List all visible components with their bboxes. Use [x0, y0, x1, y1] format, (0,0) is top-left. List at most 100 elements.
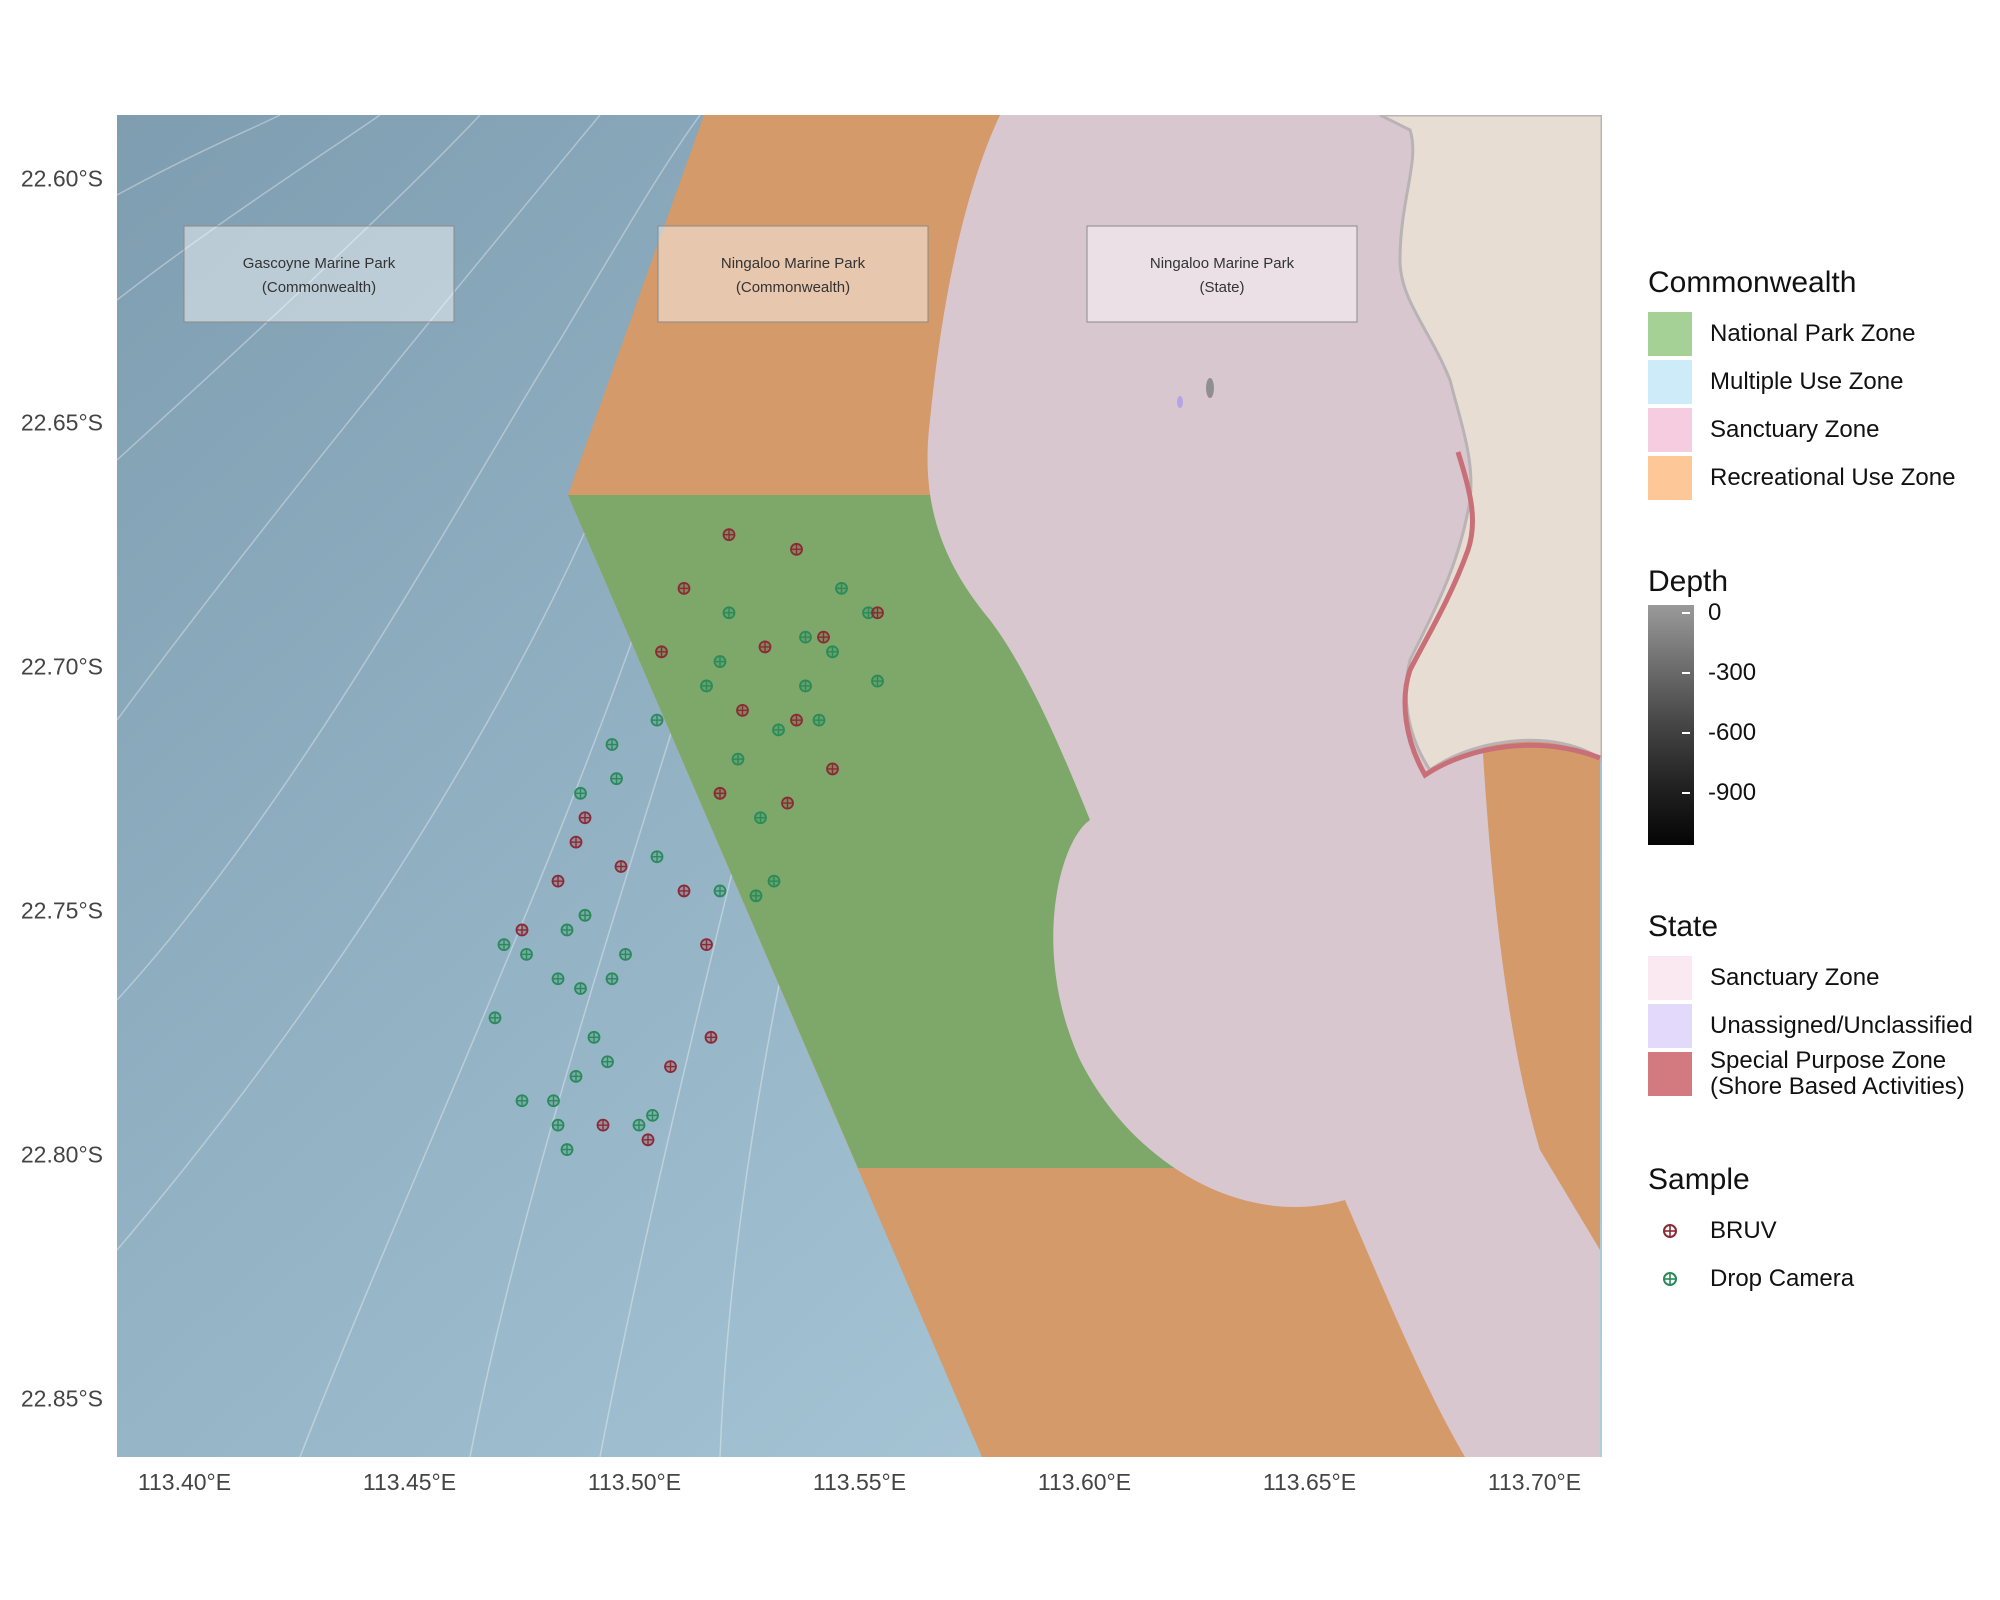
drop-camera-point — [610, 772, 623, 786]
legend-item: Recreational Use Zone — [1648, 454, 1955, 502]
legend-depth: Depth 0 -300 -600 -900 — [1648, 565, 1814, 845]
depth-tick: -600 — [1682, 720, 1756, 746]
drop-camera-point — [713, 655, 727, 668]
drop-camera-point — [731, 752, 745, 766]
bruv-point — [758, 640, 772, 654]
park-label-line: Ningaloo Marine Park — [1150, 255, 1295, 272]
bruv-point — [736, 703, 749, 717]
drop-camera-point — [574, 786, 587, 800]
land-coastline — [1379, 115, 1602, 773]
legend-commonwealth: Commonwealth National Park Zone Multiple … — [1648, 266, 1955, 502]
drop-camera-point — [713, 884, 727, 898]
legend-label: Sanctuary Zone — [1710, 964, 1880, 991]
drop-camera-point — [862, 606, 875, 620]
drop-camera-point — [578, 908, 592, 922]
bruv-point — [790, 542, 803, 556]
legend-item: Sanctuary Zone — [1648, 406, 1955, 454]
drop-camera-point — [551, 1118, 565, 1132]
legend-item: Unassigned/Unclassified — [1648, 1002, 1973, 1050]
legend-sample: Sample BRUV Drop Camera — [1648, 1163, 1854, 1303]
legend-swatch — [1648, 956, 1692, 1000]
unassigned-feature — [1177, 396, 1183, 408]
drop-camera-point — [515, 1094, 529, 1108]
drop-camera-point — [646, 1109, 659, 1122]
drop-camera-point — [767, 874, 781, 888]
legend-swatch — [1648, 1052, 1692, 1096]
drop-camera-point — [569, 1069, 583, 1083]
legend-label: National Park Zone — [1710, 320, 1916, 347]
legend-swatch — [1648, 456, 1692, 500]
bruv-point — [569, 835, 583, 849]
bruv-point — [700, 938, 713, 951]
x-tick-label: 113.40°E — [138, 1469, 231, 1495]
drop-camera-point — [754, 811, 767, 825]
depth-tick: 0 — [1682, 600, 1721, 626]
park-label-ningaloo-commonwealth: Ningaloo Marine Park (Commonwealth) — [657, 225, 929, 323]
legend-swatch — [1648, 1004, 1692, 1048]
legend-label: BRUV — [1710, 1217, 1777, 1244]
bruv-point — [713, 786, 727, 800]
legend-item: Drop Camera — [1648, 1255, 1854, 1303]
legend-item: National Park Zone — [1648, 310, 1955, 358]
drop-camera-point — [650, 713, 664, 727]
bruv-point — [578, 811, 592, 825]
sample-points — [488, 528, 884, 1156]
bruv-point — [871, 606, 884, 620]
drop-camera-point — [605, 972, 619, 986]
x-tick-label: 113.65°E — [1263, 1469, 1356, 1495]
drop-camera-point — [835, 581, 848, 595]
drop-camera-point — [551, 972, 565, 986]
y-tick-label: 22.70°S — [21, 653, 103, 679]
park-label-gascoyne: Gascoyne Marine Park (Commonwealth) — [183, 225, 455, 323]
bruv-point — [551, 874, 565, 888]
drop-camera-point — [632, 1118, 646, 1132]
reef-feature — [1206, 378, 1214, 398]
x-tick-label: 113.70°E — [1488, 1469, 1581, 1495]
bruv-point — [515, 923, 529, 937]
legend-title: Depth — [1648, 565, 1729, 598]
bruv-point — [655, 645, 668, 659]
legend-item: Special Purpose Zone (Shore Based Activit… — [1648, 1048, 1973, 1100]
y-tick-label: 22.85°S — [21, 1385, 103, 1411]
park-label-line: (Commonwealth) — [736, 279, 850, 296]
legend-item: BRUV — [1648, 1207, 1854, 1255]
depth-tick: -900 — [1682, 780, 1756, 806]
legend-label: Unassigned/Unclassified — [1710, 1012, 1973, 1039]
drop-camera-point — [520, 947, 533, 961]
bruv-point — [790, 713, 803, 727]
legend-label: Drop Camera — [1710, 1265, 1855, 1292]
depth-colorbar — [1648, 605, 1694, 845]
legend-item: Sanctuary Zone — [1648, 954, 1973, 1002]
drop-camera-point — [547, 1094, 560, 1108]
bruv-point — [677, 884, 691, 898]
drop-camera-point — [488, 1011, 502, 1025]
y-tick-label: 22.80°S — [21, 1141, 103, 1167]
x-tick-label: 113.45°E — [363, 1469, 456, 1495]
legend-state: State Sanctuary Zone Unassigned/Unclassif… — [1648, 910, 1973, 1100]
legend-label: Sanctuary Zone — [1710, 416, 1880, 443]
drop-camera-point — [560, 1143, 574, 1156]
x-axis: 113.40°E 113.45°E 113.50°E 113.55°E 113.60°E… — [138, 1469, 1581, 1495]
special-purpose-zone — [1402, 451, 1601, 779]
legend-item: Multiple Use Zone — [1648, 358, 1955, 406]
drop-camera-point — [574, 982, 587, 995]
park-label-ningaloo-state: Ningaloo Marine Park (State) — [1086, 225, 1358, 323]
bruv-point — [722, 528, 736, 542]
x-tick-label: 113.50°E — [588, 1469, 681, 1495]
legend-swatch — [1648, 408, 1692, 452]
drop-camera-point — [619, 947, 632, 961]
map-panel[interactable]: Gascoyne Marine Park (Commonwealth) Ning… — [117, 115, 1602, 1457]
legend-swatch — [1648, 312, 1692, 356]
legend-label: Multiple Use Zone — [1710, 368, 1904, 395]
park-label-line: (State) — [1199, 279, 1244, 296]
bruv-point — [826, 762, 839, 776]
bruv-point — [817, 630, 830, 644]
drop-camera-point — [650, 850, 664, 864]
y-tick-label: 22.60°S — [21, 165, 103, 191]
state-sanctuary-zone — [927, 115, 1600, 1457]
legend-swatch — [1648, 360, 1692, 404]
sample-marker-icon — [1648, 1257, 1692, 1301]
bruv-point — [614, 860, 628, 873]
bruv-point — [781, 796, 794, 810]
